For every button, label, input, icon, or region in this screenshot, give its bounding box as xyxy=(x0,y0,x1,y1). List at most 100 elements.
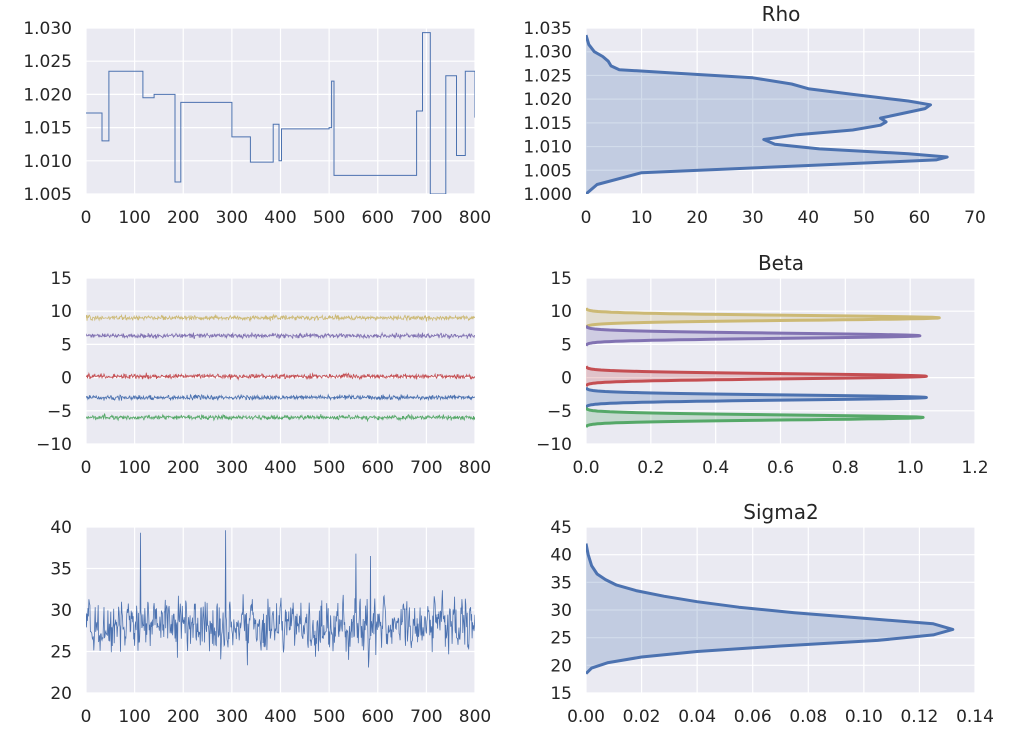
x-tick-label: 200 xyxy=(167,208,199,228)
x-tick-label: 700 xyxy=(410,707,442,727)
x-tick-label: 1.0 xyxy=(897,458,924,478)
y-tick-label: 30 xyxy=(550,601,572,621)
x-tick-label: 50 xyxy=(853,208,875,228)
y-tick-label: 25 xyxy=(550,629,572,649)
y-tick-label: 1.035 xyxy=(523,19,572,39)
x-tick-label: 0.00 xyxy=(567,707,605,727)
x-tick-label: 700 xyxy=(410,458,442,478)
x-tick-label: 700 xyxy=(410,208,442,228)
x-tick-label: 500 xyxy=(313,458,345,478)
rho_density-panel: 0 10 20 30 40 50 60 70 1.000 1.005 1.010 1.015 1.020… xyxy=(523,19,985,228)
x-tick-label: 0.10 xyxy=(845,707,883,727)
x-tick-label: 0.02 xyxy=(623,707,661,727)
beta_trace-panel: 0 100 200 300 400 500 600 700 800 −10 −5 0 5 10 15 xyxy=(36,269,491,478)
density-fill xyxy=(586,35,948,194)
y-tick-label: 15 xyxy=(550,269,572,289)
density-curve xyxy=(586,34,949,194)
sigma2-density-title: Sigma2 xyxy=(743,500,818,524)
y-tick-label: 1.030 xyxy=(523,43,572,63)
x-tick-label: 300 xyxy=(216,707,248,727)
x-tick-label: 600 xyxy=(362,208,394,228)
y-tick-label: 0 xyxy=(561,369,572,389)
x-tick-label: 0.08 xyxy=(789,707,827,727)
y-tick-label: 1.025 xyxy=(23,52,72,72)
y-tick-label: 1.025 xyxy=(523,66,572,86)
x-tick-label: 0 xyxy=(81,707,92,727)
sigma2_trace-marks xyxy=(86,530,475,668)
y-tick-label: 45 xyxy=(550,518,572,538)
y-tick-label: 40 xyxy=(550,546,572,566)
y-tick-label: 1.030 xyxy=(23,19,72,39)
trace-line xyxy=(86,530,475,668)
y-tick-label: 25 xyxy=(50,643,72,663)
x-tick-label: 400 xyxy=(264,707,296,727)
y-tick-label: 1.005 xyxy=(23,185,72,205)
beta-density-title: Beta xyxy=(758,251,804,275)
density-curve xyxy=(586,386,928,409)
x-tick-label: 500 xyxy=(313,208,345,228)
x-tick-label: 100 xyxy=(118,458,150,478)
beta_trace-marks xyxy=(86,313,475,423)
x-tick-label: 0.12 xyxy=(900,707,938,727)
density-curve xyxy=(586,543,955,675)
y-tick-label: 35 xyxy=(50,560,72,580)
beta_density-panel: 0.0 0.2 0.4 0.6 0.8 1.0 1.2 −10 −5 0 5 10 15 xyxy=(536,269,988,478)
x-tick-label: 600 xyxy=(362,707,394,727)
density-fill xyxy=(586,308,940,328)
x-tick-label: 60 xyxy=(909,208,931,228)
rho_density-marks xyxy=(586,34,949,194)
trace-line xyxy=(86,313,475,323)
x-tick-label: 800 xyxy=(459,208,491,228)
x-tick-label: 0.04 xyxy=(678,707,716,727)
x-tick-label: 100 xyxy=(118,208,150,228)
trace-line xyxy=(86,393,475,402)
y-tick-label: 1.000 xyxy=(523,185,572,205)
x-tick-label: 0.2 xyxy=(637,458,664,478)
y-tick-label: 10 xyxy=(50,302,72,322)
x-tick-label: 40 xyxy=(797,208,819,228)
x-tick-label: 20 xyxy=(686,208,708,228)
x-tick-label: 0.0 xyxy=(572,458,599,478)
y-tick-label: 35 xyxy=(550,573,572,593)
trace-line xyxy=(86,32,475,194)
sigma2_density-panel: 0.00 0.02 0.04 0.06 0.08 0.10 0.12 0.14 15 20 25 30… xyxy=(550,518,994,727)
y-tick-label: 1.010 xyxy=(523,138,572,158)
y-tick-label: −5 xyxy=(47,402,72,422)
density-curve xyxy=(586,306,941,329)
x-tick-label: 10 xyxy=(631,208,653,228)
y-tick-label: 30 xyxy=(50,601,72,621)
trace-line xyxy=(86,413,475,423)
density-fill xyxy=(586,366,927,387)
x-tick-label: 200 xyxy=(167,707,199,727)
x-tick-label: 30 xyxy=(742,208,764,228)
x-tick-label: 400 xyxy=(264,458,296,478)
y-tick-label: 5 xyxy=(61,335,72,355)
x-tick-label: 0.06 xyxy=(734,707,772,727)
x-tick-label: 800 xyxy=(459,458,491,478)
y-tick-label: 20 xyxy=(550,656,572,676)
x-tick-label: 200 xyxy=(167,458,199,478)
x-tick-label: 0.14 xyxy=(956,707,994,727)
beta_density-marks xyxy=(586,306,941,429)
x-tick-label: 0.8 xyxy=(832,458,859,478)
rho_trace-panel: 0 100 200 300 400 500 600 700 800 1.005 1.010 1.015… xyxy=(23,19,491,228)
density-fill xyxy=(586,325,920,346)
density-fill xyxy=(586,387,927,408)
x-tick-label: 0 xyxy=(581,208,592,228)
y-tick-label: 1.020 xyxy=(523,90,572,110)
y-tick-label: 1.005 xyxy=(523,161,572,181)
sigma2_trace-panel: 0 100 200 300 400 500 600 700 800 20 25 30 35 40 xyxy=(50,518,491,727)
x-tick-label: 0 xyxy=(81,208,92,228)
rho-density-title: Rho xyxy=(762,2,801,26)
x-tick-label: 70 xyxy=(964,208,986,228)
y-tick-label: 1.010 xyxy=(23,152,72,172)
x-tick-label: 300 xyxy=(216,208,248,228)
y-tick-label: 1.020 xyxy=(23,85,72,105)
y-tick-label: −10 xyxy=(536,435,572,455)
x-tick-label: 800 xyxy=(459,707,491,727)
x-tick-label: 600 xyxy=(362,458,394,478)
y-tick-label: 15 xyxy=(550,684,572,704)
trace-line xyxy=(86,371,475,381)
x-tick-label: 0.4 xyxy=(702,458,729,478)
